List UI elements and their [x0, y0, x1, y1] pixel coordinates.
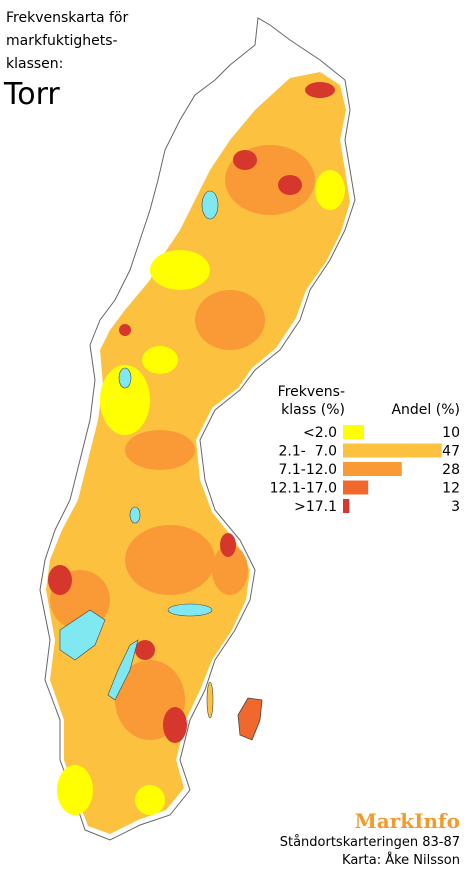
legend-bar — [343, 499, 350, 513]
legend-value: 28 — [442, 462, 460, 478]
map — [39, 17, 356, 841]
legend-bar — [343, 480, 369, 495]
yellow-patches — [57, 170, 345, 815]
legend-bar — [343, 443, 442, 458]
lakes — [59, 190, 219, 701]
brand: MarkInfo — [355, 809, 460, 833]
oland — [206, 681, 214, 719]
red-patches — [48, 82, 335, 743]
title: Frekvenskarta för markfuktighets- klasse… — [3, 10, 128, 112]
legend-value: 10 — [442, 425, 460, 441]
credit-line: Karta: Åke Nilsson — [342, 852, 460, 868]
credits: MarkInfo Ståndortskarteringen 83-87 Kart… — [280, 809, 460, 868]
legend-label: 2.1- 7.0 — [279, 444, 337, 460]
title-subject: Torr — [3, 77, 60, 112]
title-line: markfuktighets- — [6, 33, 118, 49]
legend-label: 7.1-12.0 — [279, 462, 338, 478]
legend-label: 12.1-17.0 — [270, 481, 337, 497]
legend-bar — [343, 462, 402, 476]
legend-value: 12 — [442, 481, 460, 497]
orange-patches — [50, 145, 315, 740]
gotland — [237, 697, 263, 741]
title-line: Frekvenskarta för — [6, 10, 128, 26]
legend-value: 3 — [451, 499, 460, 515]
legend-value: 47 — [442, 444, 460, 460]
legend: Frekvens- klass (%) Andel (%) <2.0 10 2.1-… — [270, 384, 460, 515]
legend-header: klass (%) — [281, 402, 345, 418]
moisture-fill — [46, 72, 350, 834]
legend-bar — [343, 425, 364, 439]
legend-label: <2.0 — [303, 425, 337, 441]
title-line: klassen: — [6, 56, 63, 72]
legend-header: Andel (%) — [391, 402, 460, 418]
credit-line: Ståndortskarteringen 83-87 — [280, 835, 460, 850]
legend-header: Frekvens- — [278, 384, 345, 400]
legend-label: >17.1 — [294, 499, 337, 515]
